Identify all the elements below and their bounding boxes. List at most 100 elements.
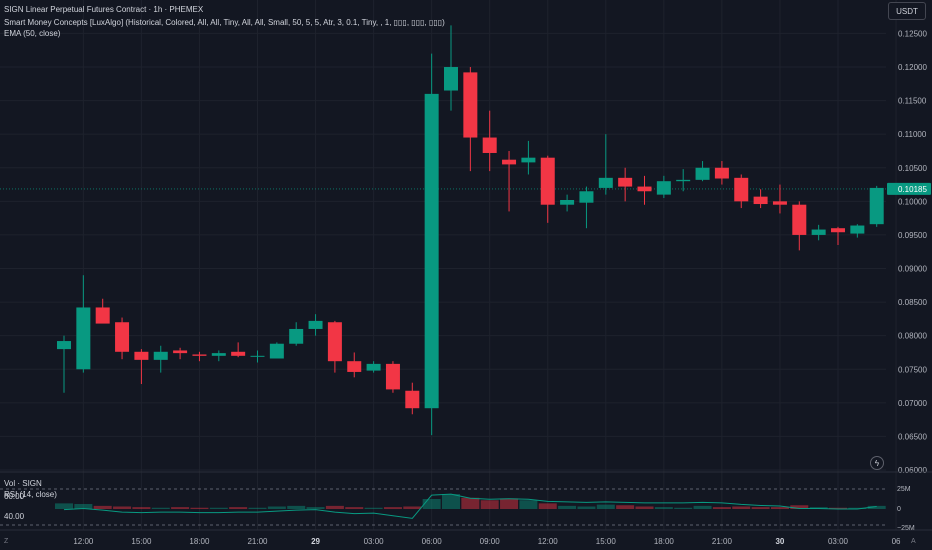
volume-bar: [732, 506, 751, 509]
auto-scale-icon[interactable]: A: [911, 538, 916, 545]
volume-bar: [383, 507, 402, 509]
y-tick-label: 0.11000: [898, 130, 927, 139]
candle-body: [540, 157, 555, 205]
y-tick-label: 0.06500: [898, 432, 927, 441]
y-tick-label: 0.09000: [898, 265, 927, 274]
smc-indicator-legend[interactable]: Smart Money Concepts [LuxAlgo] (Historic…: [4, 18, 445, 27]
volume-bar: [790, 505, 809, 509]
candle-body: [850, 225, 865, 234]
candle-body: [289, 328, 304, 344]
volume-bar: [770, 507, 789, 509]
candle-body: [714, 167, 729, 179]
volume-bar: [403, 506, 422, 509]
volume-bar: [751, 507, 770, 509]
candle-body: [211, 353, 226, 356]
candle-body: [734, 177, 749, 202]
volume-bar: [596, 504, 615, 509]
candle-body: [637, 186, 652, 192]
rsi-level-label: 40.00: [4, 512, 25, 521]
candle-body: [57, 341, 71, 350]
volume-bar: [151, 507, 170, 509]
volume-bar: [209, 507, 228, 509]
volume-bar: [829, 507, 847, 509]
ema-indicator-legend[interactable]: EMA (50, close): [4, 29, 61, 38]
volume-axis-label: −25M: [897, 525, 915, 532]
x-tick-label: 18:00: [654, 537, 675, 546]
candle-body: [482, 137, 497, 153]
volume-bar: [635, 506, 654, 509]
candle-body: [347, 361, 362, 372]
candle-body: [424, 93, 439, 409]
candle-body: [134, 351, 149, 360]
x-tick-label: 03:00: [828, 537, 849, 546]
candle-body: [618, 177, 633, 187]
candle-body: [153, 351, 168, 360]
volume-bar: [132, 507, 151, 509]
volume-bar: [364, 507, 383, 509]
y-tick-label: 0.08000: [898, 332, 927, 341]
volume-bar: [577, 506, 596, 509]
rsi-line: [63, 493, 877, 519]
candle-body: [676, 179, 691, 182]
volume-bar: [248, 507, 267, 509]
currency-button[interactable]: USDT: [888, 2, 926, 20]
y-tick-label: 0.10000: [898, 197, 927, 206]
y-tick-label: 0.11500: [898, 97, 927, 106]
volume-bar: [693, 505, 712, 509]
volume-bar: [74, 504, 93, 509]
x-tick-label: 12:00: [73, 537, 94, 546]
flash-icon[interactable]: ϟ: [870, 456, 884, 470]
y-tick-label: 0.09500: [898, 231, 927, 240]
candle-body: [385, 363, 400, 390]
volume-bar: [654, 507, 673, 509]
volume-bar: [848, 507, 867, 509]
volume-bar: [538, 503, 557, 509]
volume-bar: [500, 498, 519, 509]
volume-bar: [480, 500, 499, 509]
y-tick-label: 0.12500: [898, 29, 927, 38]
candle-body: [869, 187, 884, 225]
current-price-tag: [887, 182, 931, 195]
volume-bar: [267, 506, 286, 509]
candle-body: [192, 354, 207, 356]
candle-body: [173, 350, 188, 354]
x-tick-label: 06:00: [422, 537, 443, 546]
volume-legend[interactable]: Vol · SIGN: [4, 479, 42, 488]
x-tick-label: 09:00: [480, 537, 501, 546]
volume-bar: [674, 507, 693, 509]
volume-axis-label: 25M: [897, 486, 911, 493]
volume-bar: [616, 505, 635, 509]
x-tick-label: 30: [775, 537, 784, 546]
candle-body: [521, 157, 536, 163]
candle-body: [463, 72, 478, 138]
volume-bar: [55, 503, 73, 509]
y-tick-label: 0.08500: [898, 298, 927, 307]
x-tick-label: 29: [311, 537, 320, 546]
x-tick-label: 12:00: [538, 537, 559, 546]
candle-body: [115, 322, 130, 352]
volume-bar: [461, 497, 480, 509]
volume-bar: [712, 507, 731, 509]
zoom-icon[interactable]: Z: [4, 538, 9, 545]
volume-bar: [442, 494, 460, 509]
volume-bar: [287, 505, 306, 509]
x-tick-label: 21:00: [712, 537, 733, 546]
candle-body: [753, 196, 768, 205]
rsi-level-label: 60.00: [4, 492, 25, 501]
candle-body: [366, 363, 381, 371]
current-price-label: 0.10185: [898, 185, 927, 194]
rsi-legend[interactable]: RSI (14, close): [4, 490, 57, 499]
volume-bar: [867, 505, 886, 509]
volume-bar: [306, 507, 325, 509]
volume-bar: [345, 507, 364, 509]
candle-body: [695, 167, 710, 180]
candle-body: [831, 228, 845, 233]
x-tick-label: 06: [892, 537, 901, 546]
x-tick-label: 15:00: [131, 537, 152, 546]
x-tick-label: 21:00: [247, 537, 268, 546]
candle-body: [502, 159, 517, 165]
candle-body: [656, 181, 671, 195]
candle-body: [772, 201, 787, 205]
candle-body: [811, 229, 826, 235]
